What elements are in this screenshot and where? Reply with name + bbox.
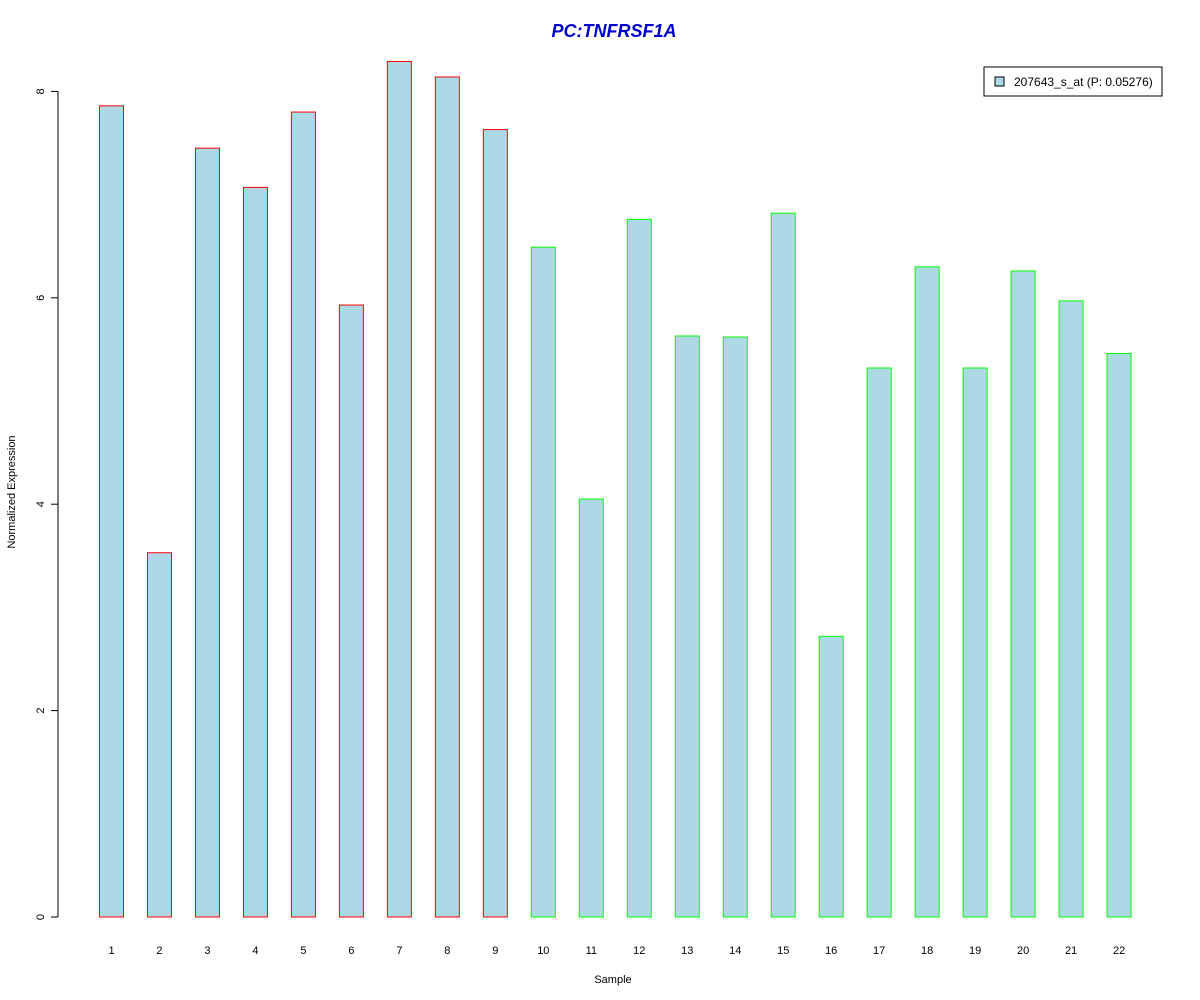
bar-sample-21: [1058, 300, 1084, 918]
bar-sample-5: [290, 111, 316, 918]
legend-box: [983, 66, 1163, 97]
x-tick-label: 2: [156, 945, 162, 957]
bar-sample-11: [578, 498, 604, 918]
bars: [99, 60, 1132, 918]
y-tick-label: 6: [35, 295, 47, 301]
x-tick-label: 17: [873, 945, 885, 957]
chart-title: PC:TNFRSF1A: [552, 21, 677, 41]
x-tick-label: 8: [444, 945, 450, 957]
bar-sample-15: [770, 212, 796, 918]
legend: 207643_s_at (P: 0.05276): [983, 66, 1163, 97]
x-tick-label: 14: [729, 945, 741, 957]
bar-sample-20: [1010, 270, 1036, 918]
bar-sample-6: [338, 304, 364, 918]
legend-swatch: [994, 76, 1005, 87]
y-tick-label: 8: [35, 88, 47, 94]
bar-sample-13: [674, 335, 700, 918]
bar-sample-1: [99, 105, 124, 918]
x-tick-label: 4: [252, 945, 258, 957]
bar-sample-18: [914, 266, 940, 918]
bar-sample-2: [146, 552, 172, 918]
bar-sample-14: [722, 336, 748, 918]
x-tick-label: 20: [1017, 945, 1029, 957]
x-tick-label: 7: [396, 945, 402, 957]
x-tick-label: 22: [1113, 945, 1125, 957]
x-tick-label: 11: [586, 945, 597, 957]
x-tick-label: 13: [681, 945, 693, 957]
x-tick-label: 6: [348, 945, 354, 957]
x-tick-label: 16: [825, 945, 837, 957]
bar-sample-8: [434, 76, 460, 918]
bar-sample-7: [386, 60, 412, 918]
bar-sample-17: [866, 367, 892, 918]
legend-entry: 207643_s_at (P: 0.05276): [1014, 75, 1153, 89]
y-axis: 0 2 4 6 8: [35, 88, 59, 920]
y-tick-label: 4: [35, 501, 47, 507]
y-axis-label: Normalized Expression: [6, 435, 18, 548]
bar-sample-4: [242, 186, 268, 918]
bar-sample-22: [1106, 353, 1132, 918]
x-tick-label: 3: [204, 945, 210, 957]
bar-sample-10: [530, 246, 556, 918]
x-tick-label: 18: [921, 945, 933, 957]
y-tick-label: 2: [35, 708, 47, 714]
x-tick-label: 10: [537, 945, 549, 957]
x-tick-label: 19: [969, 945, 981, 957]
x-axis-label: Sample: [594, 974, 631, 986]
bar-sample-16: [818, 635, 844, 918]
x-axis: 1 2 3 4 5 6 7 8 9 10 11 12 13 14 15 16 17 18 19 20 21 22: [108, 945, 1125, 957]
x-tick-label: 1: [108, 945, 114, 957]
bar-sample-9: [482, 129, 508, 918]
x-tick-label: 5: [300, 945, 306, 957]
y-tick-label: 0: [35, 914, 47, 920]
x-tick-label: 12: [633, 945, 645, 957]
bar-sample-19: [962, 367, 988, 918]
bar-sample-12: [626, 218, 652, 918]
x-tick-label: 9: [492, 945, 498, 957]
bar-sample-3: [194, 147, 220, 918]
x-tick-label: 15: [777, 945, 789, 957]
x-tick-label: 21: [1065, 945, 1077, 957]
